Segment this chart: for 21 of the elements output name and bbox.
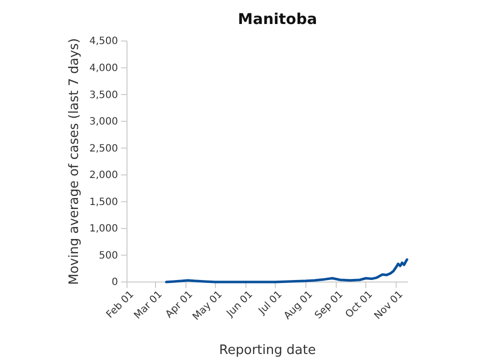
x-tick-label: Jul 01 — [256, 289, 285, 318]
x-tick-label: Aug 01 — [282, 289, 316, 322]
x-tick-label: Sep 01 — [313, 289, 346, 322]
x-tick-label: Nov 01 — [372, 289, 406, 322]
y-tick-label: 2,500 — [89, 143, 118, 154]
x-tick-label: Oct 01 — [344, 289, 375, 320]
y-axis-title: Moving average of cases (last 7 days) — [67, 38, 82, 285]
y-tick-label: 3,500 — [89, 90, 118, 101]
x-tick-label: Mar 01 — [132, 289, 165, 322]
line-series — [165, 258, 408, 284]
y-tick-label: 0 — [112, 277, 118, 288]
y-tick-label: 4,000 — [89, 62, 118, 74]
y-tick-label: 1,000 — [89, 224, 118, 235]
chart-title: Manitoba — [238, 10, 318, 28]
x-axis-title: Reporting date — [219, 343, 316, 358]
y-tick-label: 1,500 — [89, 196, 118, 208]
y-tick-label: 2,000 — [89, 170, 118, 182]
y-tick-label: 500 — [98, 250, 118, 262]
y-tick-label: 3,000 — [89, 116, 118, 128]
y-tick-label: 4,500 — [89, 36, 118, 48]
x-tick-label: Jun 01 — [224, 289, 256, 320]
